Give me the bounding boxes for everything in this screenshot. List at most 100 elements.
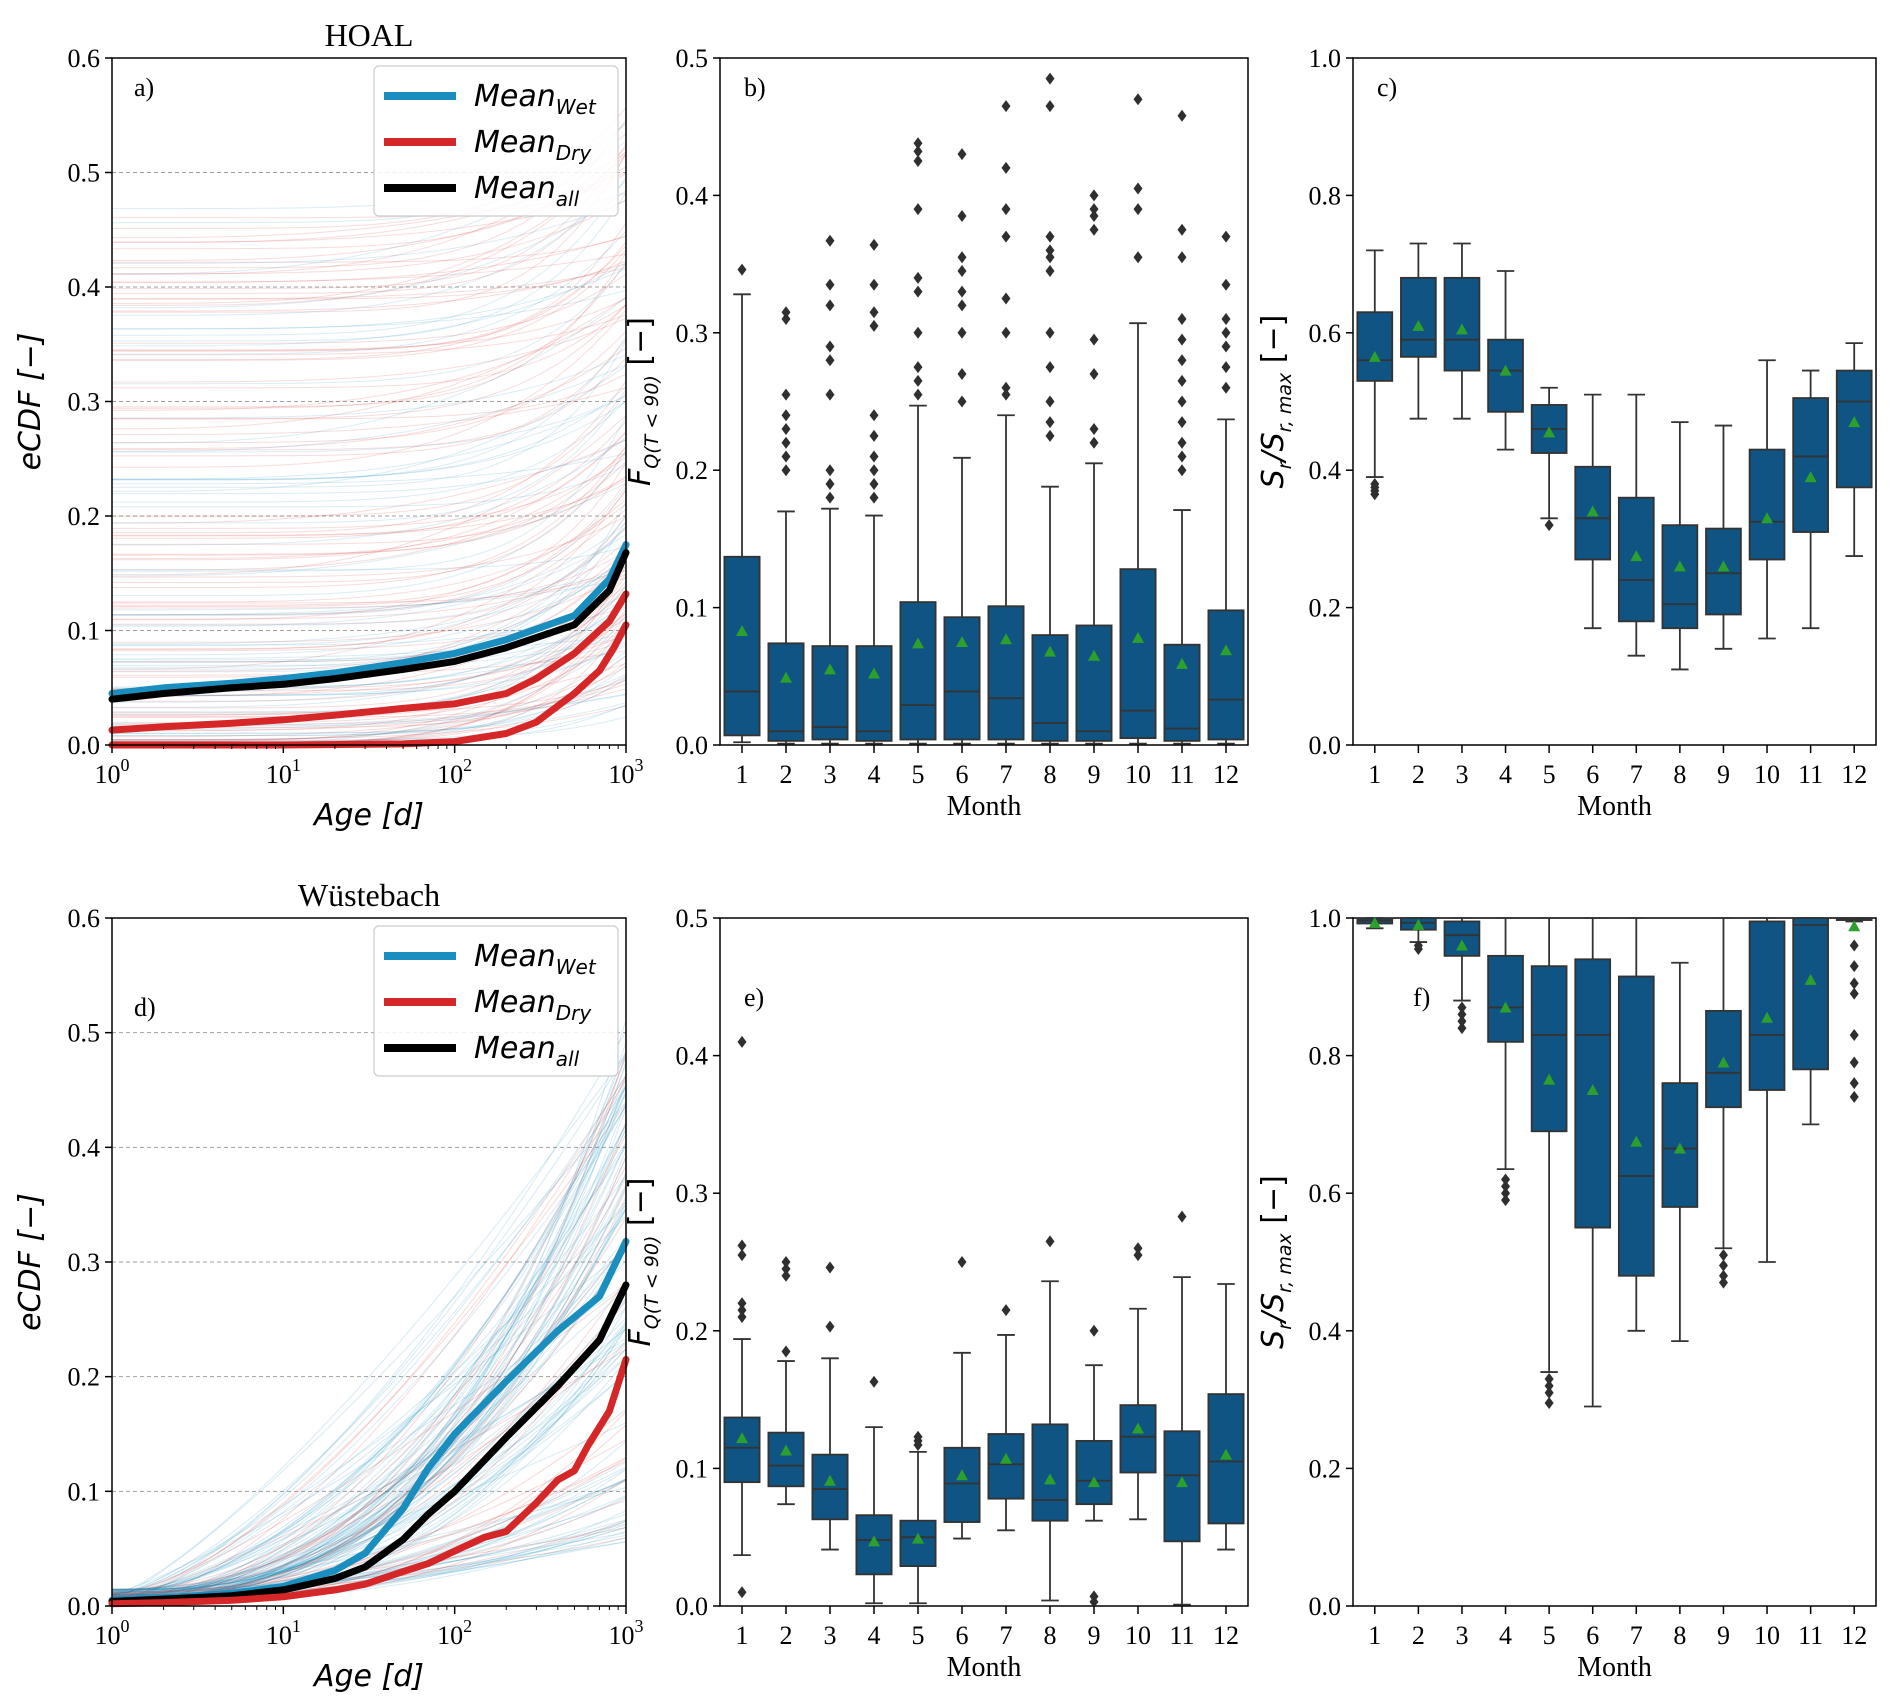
y-tick-label: 0.4	[676, 1042, 709, 1071]
mean-marker	[912, 1532, 924, 1544]
ensemble-line	[112, 563, 626, 620]
x-tick-label: 11	[1169, 1621, 1194, 1650]
y-tick-label: 0.8	[1309, 1042, 1342, 1071]
ensemble-line	[112, 330, 626, 443]
x-tick-label: 8	[1673, 760, 1686, 789]
y-tick-label: 0.3	[68, 388, 101, 417]
mean-marker	[1848, 920, 1861, 932]
ensemble-line	[112, 1122, 626, 1590]
x-tick-label: 11	[1169, 760, 1194, 789]
ensemble-line	[112, 1532, 626, 1597]
x-tick-label: 9	[1088, 1621, 1101, 1650]
y-tick-label: 0.1	[68, 1477, 101, 1506]
box-iqr	[1792, 917, 1829, 1071]
y-tick-label: 0.0	[1309, 731, 1342, 760]
ensemble-line	[112, 1105, 626, 1594]
box-iqr	[1119, 568, 1157, 740]
ensemble-line	[112, 589, 626, 702]
ensemble-line	[112, 634, 626, 697]
box-month-3	[1443, 917, 1481, 1035]
flier-point	[1045, 1235, 1055, 1248]
ensemble-line	[112, 230, 626, 355]
mean-marker	[956, 1469, 968, 1481]
ensemble-line	[112, 450, 626, 583]
legend-label-dry: MeanDry	[474, 125, 592, 165]
y-tick-label: 0.6	[1309, 1179, 1342, 1208]
mean-marker	[1673, 560, 1686, 572]
x-tick-label: 6	[956, 760, 969, 789]
ensemble-line	[112, 1527, 626, 1595]
mean-marker	[824, 1474, 836, 1486]
flier-point	[781, 409, 791, 422]
x-tick-label: 1	[1368, 1621, 1381, 1650]
ensemble-line	[112, 262, 626, 347]
x-tick-label: 2	[780, 1621, 793, 1650]
ensemble-line	[112, 1124, 626, 1597]
flier-point	[913, 374, 923, 387]
flier-point	[1045, 230, 1055, 243]
panel-b: 1 2 3 4 5 6 7 8 9 10 11 120.00.10.20.30.40.5MonthFQ…	[623, 44, 1249, 822]
flier-point	[913, 326, 923, 339]
box-month-11	[1163, 109, 1201, 745]
y-tick-label: 0.5	[68, 1019, 101, 1048]
flier-point	[869, 1375, 879, 1388]
box-iqr	[1661, 524, 1699, 630]
flier-point	[825, 278, 835, 291]
ensemble-line	[112, 304, 626, 389]
flier-point	[1849, 960, 1859, 973]
x-tick-label: 1	[1368, 760, 1381, 789]
flier-point	[1133, 1249, 1143, 1262]
mean-marker	[868, 667, 880, 679]
box-month-2	[1400, 242, 1437, 420]
ensemble-line	[112, 1084, 626, 1593]
box-month-1	[1356, 916, 1394, 930]
ensemble-line	[112, 552, 626, 663]
y-tick-label: 0.8	[1309, 181, 1342, 210]
flier-point	[781, 1345, 791, 1358]
ensemble-line	[112, 354, 626, 419]
ensemble-line	[112, 249, 626, 361]
ensemble-line	[112, 488, 626, 650]
box-iqr	[767, 642, 805, 742]
legend: MeanWet MeanDry Meanall	[373, 925, 619, 1077]
flier-point	[1849, 939, 1859, 952]
flier-point	[1501, 1173, 1511, 1186]
flier-point	[913, 361, 923, 374]
x-axis-label: Month	[1577, 1652, 1652, 1683]
box-month-9	[1705, 424, 1742, 650]
ensemble-line	[112, 1324, 626, 1591]
y-axis-label: Sr/Sr, max [−]	[1256, 315, 1296, 489]
box-iqr	[1487, 338, 1524, 413]
mean-marker	[1044, 1473, 1056, 1485]
y-axis-label: FQ(T < 90) [−]	[623, 317, 663, 486]
ensemble-line	[112, 253, 626, 283]
panel-e: 1 2 3 4 5 6 7 8 9 10 11 120.00.10.20.30.40.5MonthFQ…	[623, 904, 1249, 1683]
flier-point	[781, 1262, 791, 1275]
x-tick-label: 4	[868, 760, 881, 789]
ensemble-line	[112, 1341, 626, 1602]
ensemble-line	[112, 565, 626, 645]
y-tick-label: 0.5	[676, 904, 709, 933]
flier-point	[1001, 203, 1011, 216]
ensemble-line	[112, 1245, 626, 1605]
flier-point	[1045, 100, 1055, 113]
ensemble-line	[112, 1063, 626, 1593]
ensemble-line	[112, 336, 626, 481]
panel-letter: c)	[1377, 73, 1397, 102]
box-month-6	[1574, 917, 1612, 1408]
ensemble-line	[112, 304, 626, 420]
flier-point	[1221, 381, 1231, 394]
x-tick-label: 6	[1586, 760, 1599, 789]
mean-marker	[1586, 505, 1599, 517]
ensemble-line	[112, 508, 626, 670]
ensemble-line	[112, 1328, 626, 1594]
flier-point	[1849, 977, 1859, 990]
ensemble-line	[112, 1322, 626, 1593]
box-month-5	[1530, 386, 1568, 532]
y-tick-label: 1.0	[1309, 44, 1342, 73]
y-tick-label: 0.0	[68, 731, 101, 760]
ensemble-line	[112, 461, 626, 555]
ensemble-line	[112, 439, 626, 495]
y-tick-label: 0.2	[68, 502, 101, 531]
flier-point	[1221, 278, 1231, 291]
